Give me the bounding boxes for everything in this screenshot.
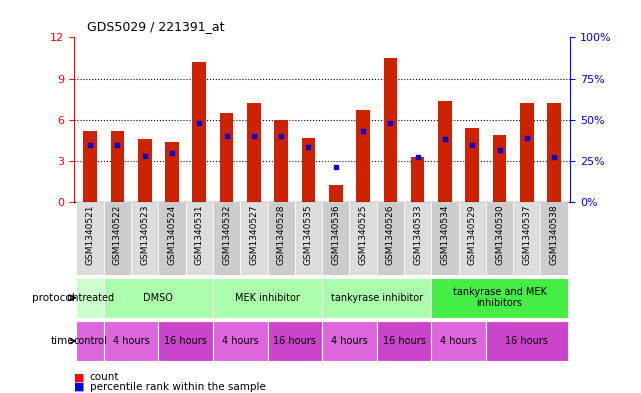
Text: MEK inhibitor: MEK inhibitor — [235, 293, 300, 303]
Text: GSM1340525: GSM1340525 — [358, 205, 367, 265]
Text: GSM1340527: GSM1340527 — [249, 205, 258, 265]
Bar — [213, 278, 322, 318]
Text: 16 hours: 16 hours — [505, 336, 548, 346]
Bar — [547, 103, 561, 202]
Text: 4 hours: 4 hours — [113, 336, 149, 346]
Bar — [192, 62, 206, 202]
Text: GSM1340523: GSM1340523 — [140, 205, 149, 265]
Bar — [186, 202, 213, 275]
Bar — [76, 202, 104, 275]
Bar — [465, 128, 479, 202]
Text: untreated: untreated — [66, 293, 114, 303]
Text: 16 hours: 16 hours — [273, 336, 316, 346]
Text: GSM1340532: GSM1340532 — [222, 205, 231, 265]
Bar — [383, 58, 397, 202]
Text: ■: ■ — [74, 372, 84, 382]
Bar — [322, 278, 431, 318]
Bar — [220, 113, 233, 202]
Text: GSM1340531: GSM1340531 — [195, 205, 204, 265]
Bar — [356, 110, 370, 202]
Bar — [431, 278, 568, 318]
Bar — [76, 321, 104, 361]
Text: GSM1340537: GSM1340537 — [522, 205, 531, 265]
Bar — [295, 202, 322, 275]
Bar — [302, 138, 315, 202]
Text: protocol: protocol — [31, 293, 74, 303]
Bar — [411, 157, 424, 202]
Bar — [267, 321, 322, 361]
Bar — [486, 321, 568, 361]
Text: count: count — [90, 372, 119, 382]
Bar — [322, 202, 349, 275]
Bar — [104, 202, 131, 275]
Bar — [104, 278, 213, 318]
Bar — [377, 321, 431, 361]
Bar — [431, 202, 458, 275]
Bar — [377, 202, 404, 275]
Text: GSM1340521: GSM1340521 — [86, 205, 95, 265]
Bar — [349, 202, 377, 275]
Bar — [431, 321, 486, 361]
Text: GDS5029 / 221391_at: GDS5029 / 221391_at — [87, 20, 224, 33]
Bar — [131, 202, 158, 275]
Text: GSM1340528: GSM1340528 — [277, 205, 286, 265]
Bar — [520, 103, 534, 202]
Bar — [76, 278, 104, 318]
Text: GSM1340524: GSM1340524 — [167, 205, 176, 265]
Text: time: time — [51, 336, 74, 346]
Bar — [138, 139, 151, 202]
Text: GSM1340534: GSM1340534 — [440, 205, 449, 265]
Text: 4 hours: 4 hours — [440, 336, 477, 346]
Text: 16 hours: 16 hours — [383, 336, 426, 346]
Bar — [458, 202, 486, 275]
Text: GSM1340533: GSM1340533 — [413, 205, 422, 265]
Text: control: control — [73, 336, 107, 346]
Bar — [540, 202, 568, 275]
Bar — [158, 202, 186, 275]
Text: GSM1340529: GSM1340529 — [468, 205, 477, 265]
Bar — [158, 321, 213, 361]
Bar — [513, 202, 540, 275]
Text: ■: ■ — [74, 382, 84, 392]
Bar — [274, 120, 288, 202]
Text: 16 hours: 16 hours — [164, 336, 207, 346]
Text: tankyrase and MEK
inhibitors: tankyrase and MEK inhibitors — [453, 287, 547, 309]
Text: GSM1340530: GSM1340530 — [495, 205, 504, 265]
Bar — [404, 202, 431, 275]
Text: 4 hours: 4 hours — [222, 336, 258, 346]
Bar — [438, 101, 452, 202]
Bar — [322, 321, 377, 361]
Text: GSM1340526: GSM1340526 — [386, 205, 395, 265]
Text: tankyrase inhibitor: tankyrase inhibitor — [331, 293, 423, 303]
Bar — [213, 321, 267, 361]
Text: GSM1340538: GSM1340538 — [549, 205, 558, 265]
Text: GSM1340522: GSM1340522 — [113, 205, 122, 265]
Text: 4 hours: 4 hours — [331, 336, 368, 346]
Bar — [104, 321, 158, 361]
Text: DMSO: DMSO — [144, 293, 173, 303]
Bar — [110, 131, 124, 202]
Bar — [213, 202, 240, 275]
Bar — [486, 202, 513, 275]
Bar — [267, 202, 295, 275]
Bar — [83, 131, 97, 202]
Text: percentile rank within the sample: percentile rank within the sample — [90, 382, 265, 392]
Bar — [493, 135, 506, 202]
Text: GSM1340535: GSM1340535 — [304, 205, 313, 265]
Bar — [240, 202, 267, 275]
Bar — [329, 185, 342, 202]
Bar — [165, 142, 179, 202]
Bar — [247, 103, 261, 202]
Text: GSM1340536: GSM1340536 — [331, 205, 340, 265]
